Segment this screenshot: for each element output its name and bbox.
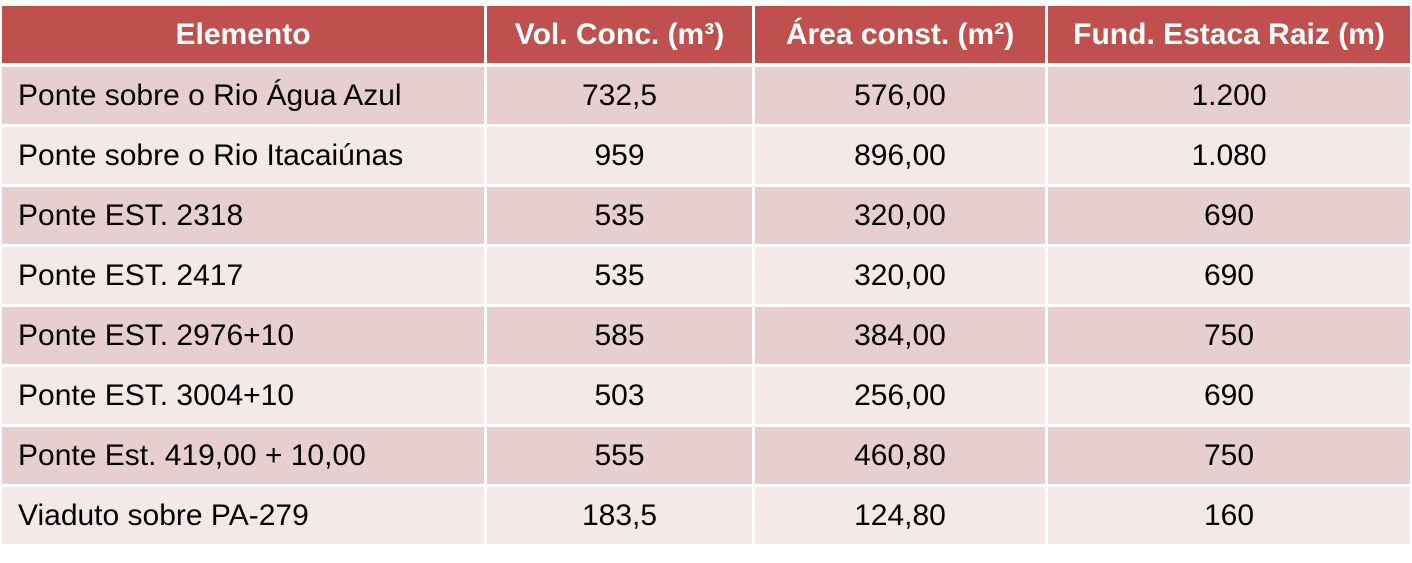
table-row: Ponte Est. 419,00 + 10,00 555 460,80 750 <box>2 427 1410 487</box>
table-row: Ponte sobre o Rio Itacaiúnas 959 896,00 … <box>2 127 1410 187</box>
cell-area-const: 320,00 <box>755 187 1048 247</box>
cell-elemento: Ponte EST. 3004+10 <box>2 367 487 427</box>
table-row: Ponte EST. 2318 535 320,00 690 <box>2 187 1410 247</box>
cell-area-const: 384,00 <box>755 307 1048 367</box>
cell-fund-estaca: 690 <box>1048 187 1410 247</box>
table-header-row: Elemento Vol. Conc. (m³) Área const. (m²… <box>2 6 1410 67</box>
cell-area-const: 460,80 <box>755 427 1048 487</box>
cell-area-const: 576,00 <box>755 67 1048 127</box>
cell-vol-conc: 555 <box>487 427 755 487</box>
cell-fund-estaca: 750 <box>1048 427 1410 487</box>
cell-area-const: 256,00 <box>755 367 1048 427</box>
cell-elemento: Viaduto sobre PA-279 <box>2 487 487 547</box>
table-row: Ponte EST. 2417 535 320,00 690 <box>2 247 1410 307</box>
cell-vol-conc: 503 <box>487 367 755 427</box>
table-row: Ponte sobre o Rio Água Azul 732,5 576,00… <box>2 67 1410 127</box>
cell-elemento: Ponte sobre o Rio Água Azul <box>2 67 487 127</box>
table-row: Viaduto sobre PA-279 183,5 124,80 160 <box>2 487 1410 547</box>
cell-fund-estaca: 690 <box>1048 247 1410 307</box>
cell-fund-estaca: 160 <box>1048 487 1410 547</box>
header-elemento: Elemento <box>2 6 487 67</box>
cell-elemento: Ponte EST. 2417 <box>2 247 487 307</box>
cell-fund-estaca: 1.200 <box>1048 67 1410 127</box>
cell-area-const: 124,80 <box>755 487 1048 547</box>
cell-vol-conc: 535 <box>487 187 755 247</box>
data-table: Elemento Vol. Conc. (m³) Área const. (m²… <box>2 6 1410 547</box>
cell-area-const: 320,00 <box>755 247 1048 307</box>
cell-fund-estaca: 750 <box>1048 307 1410 367</box>
cell-area-const: 896,00 <box>755 127 1048 187</box>
cell-fund-estaca: 1.080 <box>1048 127 1410 187</box>
header-area-const: Área const. (m²) <box>755 6 1048 67</box>
cell-elemento: Ponte EST. 2976+10 <box>2 307 487 367</box>
header-fund-estaca: Fund. Estaca Raiz (m) <box>1048 6 1410 67</box>
cell-elemento: Ponte Est. 419,00 + 10,00 <box>2 427 487 487</box>
cell-vol-conc: 183,5 <box>487 487 755 547</box>
cell-elemento: Ponte sobre o Rio Itacaiúnas <box>2 127 487 187</box>
cell-fund-estaca: 690 <box>1048 367 1410 427</box>
cell-vol-conc: 959 <box>487 127 755 187</box>
header-vol-conc: Vol. Conc. (m³) <box>487 6 755 67</box>
cell-vol-conc: 732,5 <box>487 67 755 127</box>
data-table-container: Elemento Vol. Conc. (m³) Área const. (m²… <box>2 6 1410 547</box>
table-row: Ponte EST. 2976+10 585 384,00 750 <box>2 307 1410 367</box>
table-row: Ponte EST. 3004+10 503 256,00 690 <box>2 367 1410 427</box>
cell-elemento: Ponte EST. 2318 <box>2 187 487 247</box>
cell-vol-conc: 585 <box>487 307 755 367</box>
cell-vol-conc: 535 <box>487 247 755 307</box>
